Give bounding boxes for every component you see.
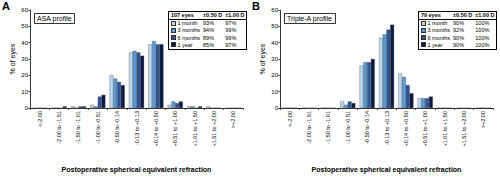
html-text:99%: 99% [225,27,237,34]
html-text:1 year: 1 year [427,41,443,48]
html-text:±0.50 D ±1.00 D: ±0.50 D ±1.00 D [453,12,495,18]
svg-text:% of eyes: % of eyes [259,43,267,74]
html-text:100%: 100% [475,34,490,41]
svg-text:40: 40 [21,40,28,46]
svg-text:60: 60 [21,7,28,13]
svg-text:-1.50 to -1.01: -1.50 to -1.01 [75,111,81,144]
html-text:±0.50 D ±1.00 D: ±0.50 D ±1.00 D [203,12,245,18]
svg-text:+0.51 to +1.00: +0.51 to +1.00 [172,111,178,146]
svg-text:-0.13 to +0.13: -0.13 to +0.13 [384,111,390,145]
html-text:85%: 85% [203,41,214,48]
html-text:3 months: 3 months [427,27,450,34]
svg-text:60: 60 [271,7,278,13]
svg-text:-0.13 to +0.13: -0.13 to +0.13 [134,111,140,145]
html-text:1 year: 1 year [177,41,193,48]
html-text:3 months: 3 months [177,27,200,34]
svg-text:+1.01 to +1.50: +1.01 to +1.50 [442,111,448,146]
svg-text:B: B [252,0,260,12]
html-text:100%: 100% [475,20,490,27]
svg-text:ASA profile: ASA profile [37,15,72,23]
svg-text:+1.51 to +2.00: +1.51 to +2.00 [211,111,217,146]
svg-text:20: 20 [21,72,28,78]
svg-text:+0.14 to +0.50: +0.14 to +0.50 [403,111,409,146]
svg-text:Postoperative spherical equiva: Postoperative spherical equivalent refra… [312,166,462,174]
svg-text:-2.00 to -1.51: -2.00 to -1.51 [306,111,312,144]
svg-text:30: 30 [21,56,28,62]
svg-text:% of eyes: % of eyes [9,43,17,74]
html-text:1 month: 1 month [177,20,198,27]
html-text:79 eyes: 79 eyes [420,12,441,18]
svg-text:40: 40 [271,40,278,46]
svg-text:A: A [2,0,10,12]
svg-text:+0.51 to +1.00: +0.51 to +1.00 [422,111,428,146]
svg-text:10: 10 [271,89,278,95]
html-text:100%: 100% [475,27,490,34]
html-text:6 months: 6 months [427,34,450,41]
html-text:90%: 90% [453,20,464,27]
svg-text:10: 10 [21,89,28,95]
html-text:97%: 97% [225,41,237,48]
svg-text:-1.00 to -0.51: -1.00 to -0.51 [95,111,101,144]
svg-text:-1.00 to -0.51: -1.00 to -0.51 [345,111,351,144]
svg-text:0: 0 [275,105,279,111]
html-text:90%: 90% [453,34,464,41]
svg-text:+1.51 to +2.00: +1.51 to +2.00 [461,111,467,146]
html-text:99%: 99% [225,34,237,41]
svg-text:Postoperative spherical equiva: Postoperative spherical equivalent refra… [62,166,212,174]
svg-text:<-2.00: <-2.00 [37,111,43,127]
svg-text:50: 50 [21,23,28,29]
html-text:107 eyes: 107 eyes [170,12,194,18]
html-text:94%: 94% [203,27,214,34]
svg-text:50: 50 [271,23,278,29]
svg-text:-0.50 to -0.14: -0.50 to -0.14 [114,111,120,144]
html-text:97%: 97% [225,20,237,27]
html-text:1 month: 1 month [427,20,448,27]
svg-text:Triple-A profile: Triple-A profile [287,15,332,23]
html-text:93%: 93% [203,20,214,27]
html-text:92%: 92% [453,27,464,34]
svg-text:-0.50 to -0.14: -0.50 to -0.14 [364,111,370,144]
svg-text:20: 20 [271,72,278,78]
svg-text:>+2.00: >+2.00 [230,111,236,128]
svg-text:30: 30 [271,56,278,62]
svg-text:-1.50 to -1.01: -1.50 to -1.01 [325,111,331,144]
html-text:6 months: 6 months [177,34,200,41]
html-text:90%: 90% [453,41,464,48]
svg-text:+0.14 to +0.50: +0.14 to +0.50 [153,111,159,146]
svg-text:+1.01 to +1.50: +1.01 to +1.50 [192,111,198,146]
html-text:89%: 89% [203,34,214,41]
svg-text:<-2.00: <-2.00 [287,111,293,127]
svg-text:>+2.00: >+2.00 [480,111,486,128]
svg-text:-2.00 to -1.51: -2.00 to -1.51 [56,111,62,144]
svg-text:0: 0 [25,105,29,111]
html-text:100%: 100% [475,41,490,48]
